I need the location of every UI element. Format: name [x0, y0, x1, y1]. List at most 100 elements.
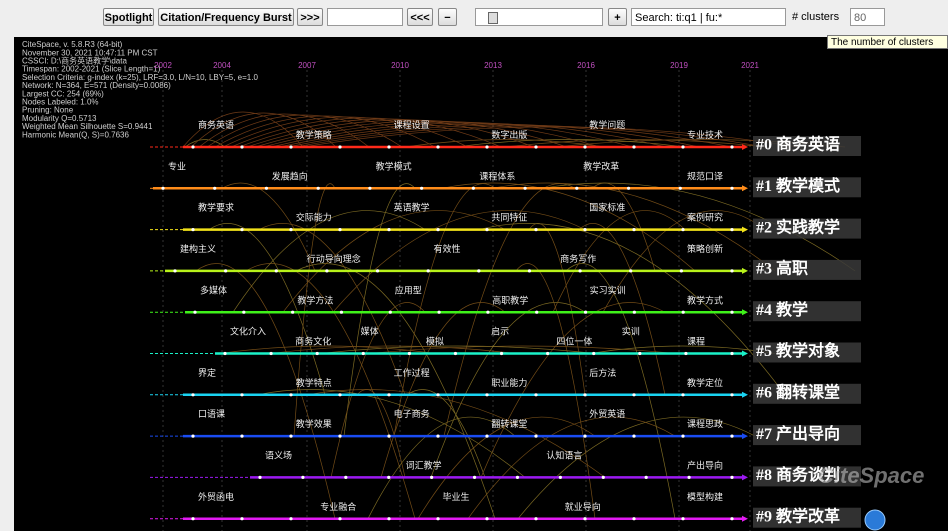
arc: [262, 121, 634, 148]
node: [515, 475, 520, 479]
arc: [504, 139, 766, 148]
node: [485, 393, 489, 397]
prev-button[interactable]: <<<: [407, 8, 433, 26]
node: [240, 517, 244, 521]
arc: [221, 182, 316, 272]
node: [681, 393, 685, 397]
keyword: 数字出版: [491, 129, 527, 140]
keyword: 共同特征: [491, 212, 527, 223]
arc: [541, 182, 856, 272]
keyword: 教学特点: [296, 377, 332, 388]
arc: [578, 223, 666, 395]
node: [485, 228, 489, 232]
keyword: 教学问题: [589, 119, 625, 130]
node: [730, 475, 734, 479]
node: [546, 351, 550, 356]
zoom-in-button[interactable]: +: [608, 8, 627, 26]
arc: [356, 389, 406, 478]
node: [485, 434, 489, 438]
info-line: Largest CC: 254 (69%): [22, 89, 104, 98]
node: [437, 310, 441, 314]
node: [679, 269, 683, 273]
node: [534, 517, 538, 521]
next-button[interactable]: >>>: [297, 8, 323, 26]
keyword: 电子商务: [394, 408, 430, 419]
arc: [238, 118, 535, 148]
timeline-canvas: CiteSpace, v. 5.8.R3 (64-bit)November 30…: [14, 37, 948, 531]
cluster-label: #1 教学模式: [756, 176, 840, 195]
slider[interactable]: [475, 8, 603, 26]
node: [681, 145, 685, 149]
arc: [195, 263, 336, 519]
node: [316, 186, 320, 190]
year-label: 2019: [670, 61, 688, 70]
node: [477, 269, 481, 273]
slider-thumb[interactable]: [488, 12, 498, 24]
arc: [286, 124, 733, 148]
node: [730, 310, 734, 314]
search-field[interactable]: Search: ti:q1 | fu:*: [631, 8, 786, 26]
year-label: 2002: [154, 61, 172, 70]
keyword: 教学改革: [583, 160, 619, 171]
year-label: 2021: [741, 61, 759, 70]
keyword: 外贸英语: [589, 408, 625, 419]
arc: [219, 345, 436, 354]
keyword: 发展趋向: [272, 170, 308, 181]
info-line: Nodes Labeled: 1.0%: [22, 98, 99, 107]
clusters-field[interactable]: 80: [850, 8, 885, 26]
arc: [294, 125, 766, 148]
cluster-label-bg: [753, 466, 861, 487]
node: [472, 475, 477, 479]
status-dot: [864, 509, 886, 531]
cluster-label: #0 商务英语: [756, 135, 840, 154]
keyword: 行动导向理念: [307, 253, 361, 264]
cluster-label: #3 高职: [756, 259, 808, 278]
node: [499, 351, 504, 356]
arc: [245, 263, 416, 519]
spotlight-button[interactable]: Spotlight: [103, 8, 154, 26]
arc: [332, 210, 586, 313]
cluster-arrow: [742, 350, 748, 357]
keyword: 职业能力: [491, 377, 527, 388]
node: [224, 269, 228, 273]
keyword: 外贸函电: [198, 491, 234, 502]
cluster-label: #6 翻转课堂: [756, 382, 840, 401]
zoom-out-button[interactable]: −: [438, 8, 457, 26]
keyword: 有效性: [434, 243, 461, 254]
node: [583, 310, 588, 314]
keyword: 建构主义: [180, 243, 216, 254]
tooltip: The number of clusters: [827, 35, 948, 49]
node: [523, 186, 527, 190]
node: [430, 475, 434, 479]
node: [485, 145, 489, 149]
node: [644, 475, 648, 479]
keyword: 实训: [622, 326, 640, 337]
keyword: 应用型: [395, 284, 422, 295]
keyword: 口语课: [198, 409, 225, 419]
keyword: 语义场: [265, 450, 292, 460]
node: [338, 228, 342, 232]
keyword: 课程思政: [687, 418, 723, 429]
arc: [343, 183, 416, 437]
arc: [430, 302, 586, 478]
node: [274, 269, 278, 273]
node: [436, 517, 440, 521]
burst-button[interactable]: Citation/Frequency Burst: [158, 8, 294, 26]
arc: [246, 119, 568, 148]
arc: [184, 139, 226, 148]
cluster-label-bg: [753, 136, 861, 156]
node: [678, 186, 682, 190]
text-field[interactable]: [327, 8, 403, 26]
arc: [367, 416, 516, 519]
node: [629, 269, 633, 273]
keyword: 界定: [198, 367, 216, 378]
arc: [330, 302, 426, 478]
cluster-label-bg: [753, 507, 861, 528]
arc: [206, 114, 403, 148]
node: [583, 434, 587, 438]
cluster-label-bg: [753, 301, 861, 322]
keyword: 商务英语: [198, 119, 234, 130]
info-line: CSSCI: D:\商务英语教学\data: [22, 56, 127, 66]
info-line: November 30, 2021 10:47:11 PM CST: [22, 48, 158, 57]
keyword: 专业: [168, 160, 186, 171]
